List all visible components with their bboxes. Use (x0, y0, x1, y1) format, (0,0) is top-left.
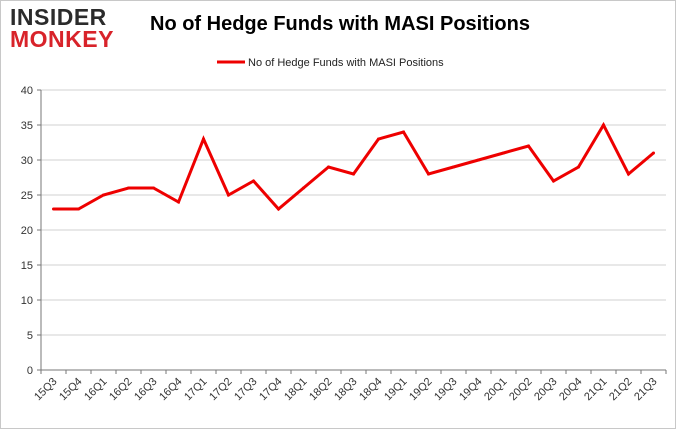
y-tick-label: 5 (27, 330, 33, 342)
logo-line-2: MONKEY (10, 26, 114, 52)
x-tick-label: 19Q3 (432, 376, 460, 404)
x-tick-labels: 15Q315Q416Q116Q216Q316Q417Q117Q217Q317Q4… (32, 376, 660, 404)
x-tick-label: 21Q1 (582, 376, 610, 404)
y-tick-label: 35 (21, 120, 33, 132)
data-point (202, 137, 205, 141)
legend: No of Hedge Funds with MASI Positions (217, 57, 444, 69)
x-tick-label: 15Q4 (57, 376, 85, 404)
y-tick-label: 0 (27, 365, 33, 377)
x-tick-label: 18Q3 (332, 376, 360, 404)
x-tick-label: 16Q1 (82, 376, 110, 404)
axes (37, 89, 667, 374)
x-tick-label: 18Q4 (357, 376, 385, 404)
x-tick-label: 21Q3 (632, 376, 660, 404)
x-tick-label: 17Q4 (257, 376, 285, 404)
y-tick-label: 30 (21, 155, 33, 167)
x-tick-label: 20Q1 (482, 376, 510, 404)
data-point (552, 179, 555, 183)
data-point (302, 186, 305, 190)
series-line-0 (53, 121, 655, 212)
data-point (77, 207, 80, 211)
data-point (527, 144, 530, 148)
legend-label: No of Hedge Funds with MASI Positions (248, 57, 444, 69)
data-point (427, 172, 430, 176)
y-tick-label: 40 (21, 85, 33, 97)
y-tick-label: 20 (21, 225, 33, 237)
data-point (177, 200, 180, 204)
x-tick-label: 18Q1 (282, 376, 310, 404)
x-tick-label: 21Q2 (607, 376, 635, 404)
data-point (52, 207, 55, 211)
grid-lines (41, 89, 666, 336)
data-point (102, 193, 105, 197)
data-point (227, 193, 230, 197)
y-tick-label: 10 (21, 295, 33, 307)
y-tick-labels: 0 5 10 15 20 25 30 35 40 (21, 85, 33, 377)
y-tick-label: 25 (21, 190, 33, 202)
data-point (452, 165, 455, 169)
x-tick-label: 17Q1 (182, 376, 210, 404)
data-point (152, 186, 155, 190)
data-point (577, 165, 580, 169)
data-point (627, 172, 630, 176)
series-lines (52, 121, 655, 212)
x-tick-label: 16Q2 (107, 376, 135, 404)
data-point (252, 179, 255, 183)
data-point (327, 165, 330, 169)
x-tick-label: 20Q3 (532, 376, 560, 404)
data-point (477, 158, 480, 162)
x-tick-label: 18Q2 (307, 376, 335, 404)
y-tick-label: 15 (21, 260, 33, 272)
data-point (377, 137, 380, 141)
x-tick-label: 19Q1 (382, 376, 410, 404)
data-point (127, 186, 130, 190)
chart-title: No of Hedge Funds with MASI Positions (150, 13, 530, 35)
x-tick-label: 16Q3 (132, 376, 160, 404)
x-tick-label: 16Q4 (157, 376, 185, 404)
data-point (277, 207, 280, 211)
x-tick-label: 19Q2 (407, 376, 435, 404)
x-tick-label: 15Q3 (32, 376, 60, 404)
data-point (602, 123, 605, 127)
x-tick-label: 20Q4 (557, 376, 585, 404)
x-tick-label: 17Q2 (207, 376, 235, 404)
x-tick-label: 20Q2 (507, 376, 535, 404)
x-tick-label: 17Q3 (232, 376, 260, 404)
data-point (502, 151, 505, 155)
insider-monkey-logo: INSIDER MONKEY (10, 6, 128, 54)
x-tick-label: 19Q4 (457, 376, 485, 404)
data-point (652, 151, 655, 155)
data-point (352, 172, 355, 176)
data-point (402, 130, 405, 134)
logo-line-1: INSIDER (10, 4, 107, 30)
